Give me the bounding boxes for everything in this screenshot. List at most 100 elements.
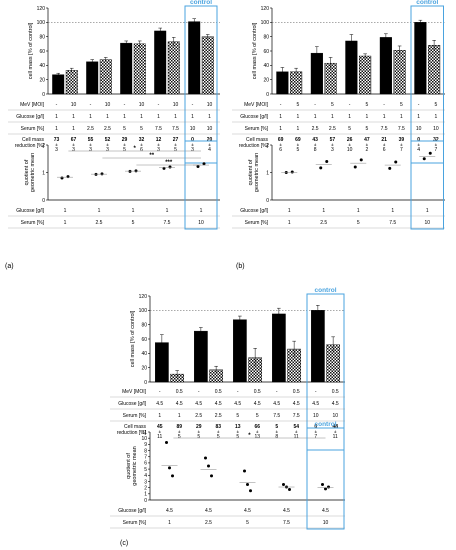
dot-y-tick-label: 0 [266, 198, 269, 204]
reduction-sd: 3 [157, 147, 160, 153]
plus-minus: ± [55, 142, 58, 147]
table-cell: 7.5 [398, 126, 405, 132]
table-cell: 1 [55, 114, 58, 120]
data-point [290, 170, 294, 174]
table-cell: - [158, 102, 160, 108]
table-row-header: Serum [%] [245, 220, 269, 226]
table-cell: 1 [72, 114, 75, 120]
table-cell: - [124, 102, 126, 108]
reduction-value: 48 [332, 424, 338, 430]
table-cell: 1 [166, 208, 169, 214]
table-cell: 4.5 [195, 401, 202, 407]
control-label: control [190, 0, 212, 6]
table-row-header: Glucose [g/l] [16, 208, 44, 214]
table-row-header: MeV [MOI] [122, 389, 147, 395]
reduction-value: 69 [295, 137, 301, 143]
table-cell: 1 [64, 208, 67, 214]
bar-y-label: cell mass [% of control] [130, 310, 136, 367]
dot-y-label: quotient of [24, 159, 30, 185]
bar-solid-3 [272, 313, 286, 383]
table-cell: 1 [279, 114, 282, 120]
reduction-value: 29 [196, 424, 202, 430]
table-cell: 7.5 [155, 126, 162, 132]
reduction-sd: 5 [174, 147, 177, 153]
table-cell: - [90, 102, 92, 108]
table-cell: 1 [132, 208, 135, 214]
table-cell: 5 [365, 126, 368, 132]
bar-y-tick-label: 100 [261, 20, 270, 26]
table-cell: - [383, 102, 385, 108]
table-row-header: Serum [%] [123, 520, 147, 526]
bar-y-tick-label: 0 [144, 380, 147, 386]
table-cell: 10 [313, 413, 319, 419]
table-cell: 7.5 [172, 126, 179, 132]
table-cell: 5 [348, 126, 351, 132]
reduction-sd: 7 [314, 434, 317, 440]
table-cell: 0.5 [215, 389, 222, 395]
table-cell: 1 [279, 126, 282, 132]
table-cell: 1 [357, 208, 360, 214]
bar-y-tick-label: 100 [139, 308, 148, 314]
data-point [128, 169, 132, 173]
reduction-value: 73 [54, 137, 60, 143]
table-row-header: Serum [%] [21, 220, 45, 226]
reduction-sd: 11 [294, 434, 299, 440]
plus-minus: ± [123, 142, 126, 147]
reduction-value: 5 [275, 424, 278, 430]
table-cell: 4.5 [156, 401, 163, 407]
table-cell: 2.5 [215, 413, 222, 419]
reduction-sd: 3 [191, 147, 194, 153]
bar-y-tick-label: 40 [39, 63, 45, 69]
reduction-value: 66 [254, 424, 260, 430]
reduction-value: 32 [433, 137, 439, 143]
table-cell: - [315, 389, 317, 395]
reduction-value: 52 [105, 137, 111, 143]
reduction-sd: 5 [197, 434, 200, 440]
table-cell: 4.5 [244, 508, 251, 514]
table-cell: 10 [190, 126, 196, 132]
data-point [134, 169, 138, 173]
data-point [246, 483, 249, 487]
bar-solid-3 [379, 37, 392, 95]
control-box [184, 5, 218, 164]
table-cell: 2.5 [195, 413, 202, 419]
bar-checkered-3 [393, 50, 406, 95]
table-cell: 5 [132, 220, 135, 226]
data-point [319, 166, 323, 170]
table-cell: - [418, 102, 420, 108]
bar-y-tick-label: 40 [141, 351, 147, 357]
table-cell: 5 [236, 413, 239, 419]
plus-minus: ± [314, 142, 317, 147]
table-cell: 1 [158, 413, 161, 419]
table-cell: 10 [105, 102, 111, 108]
table-cell: 5 [296, 102, 299, 108]
reduction-sd: 8 [314, 147, 317, 153]
reduction-sd: 4 [417, 147, 420, 153]
bar-checkered-3 [167, 41, 180, 95]
dot-y-tick-label: 3 [144, 479, 147, 485]
table-cell: 1 [174, 114, 177, 120]
panel-label: (b) [236, 263, 245, 270]
dot-y-tick-label: 11 [142, 430, 147, 436]
table-cell: 1 [426, 208, 429, 214]
reduction-value: 47 [364, 137, 370, 143]
control-box [306, 293, 345, 451]
control-box [410, 140, 444, 230]
table-cell: 5 [246, 520, 249, 526]
bar-solid-3 [154, 30, 167, 95]
dot-y-tick-label: 0 [144, 498, 147, 504]
table-cell: 10 [198, 220, 204, 226]
data-point [321, 483, 324, 487]
table-cell: - [314, 102, 316, 108]
dot-y-label: quotient of [126, 453, 132, 479]
data-point [171, 474, 174, 478]
bar-y-tick-label: 100 [37, 20, 46, 26]
dot-y-tick-label: 0 [42, 198, 45, 204]
table-cell: 1 [191, 114, 194, 120]
table-cell: 5 [400, 102, 403, 108]
significance-stars: ** [149, 153, 154, 159]
table-row-header: Cell mass [124, 424, 146, 430]
plus-minus: ± [315, 429, 318, 434]
